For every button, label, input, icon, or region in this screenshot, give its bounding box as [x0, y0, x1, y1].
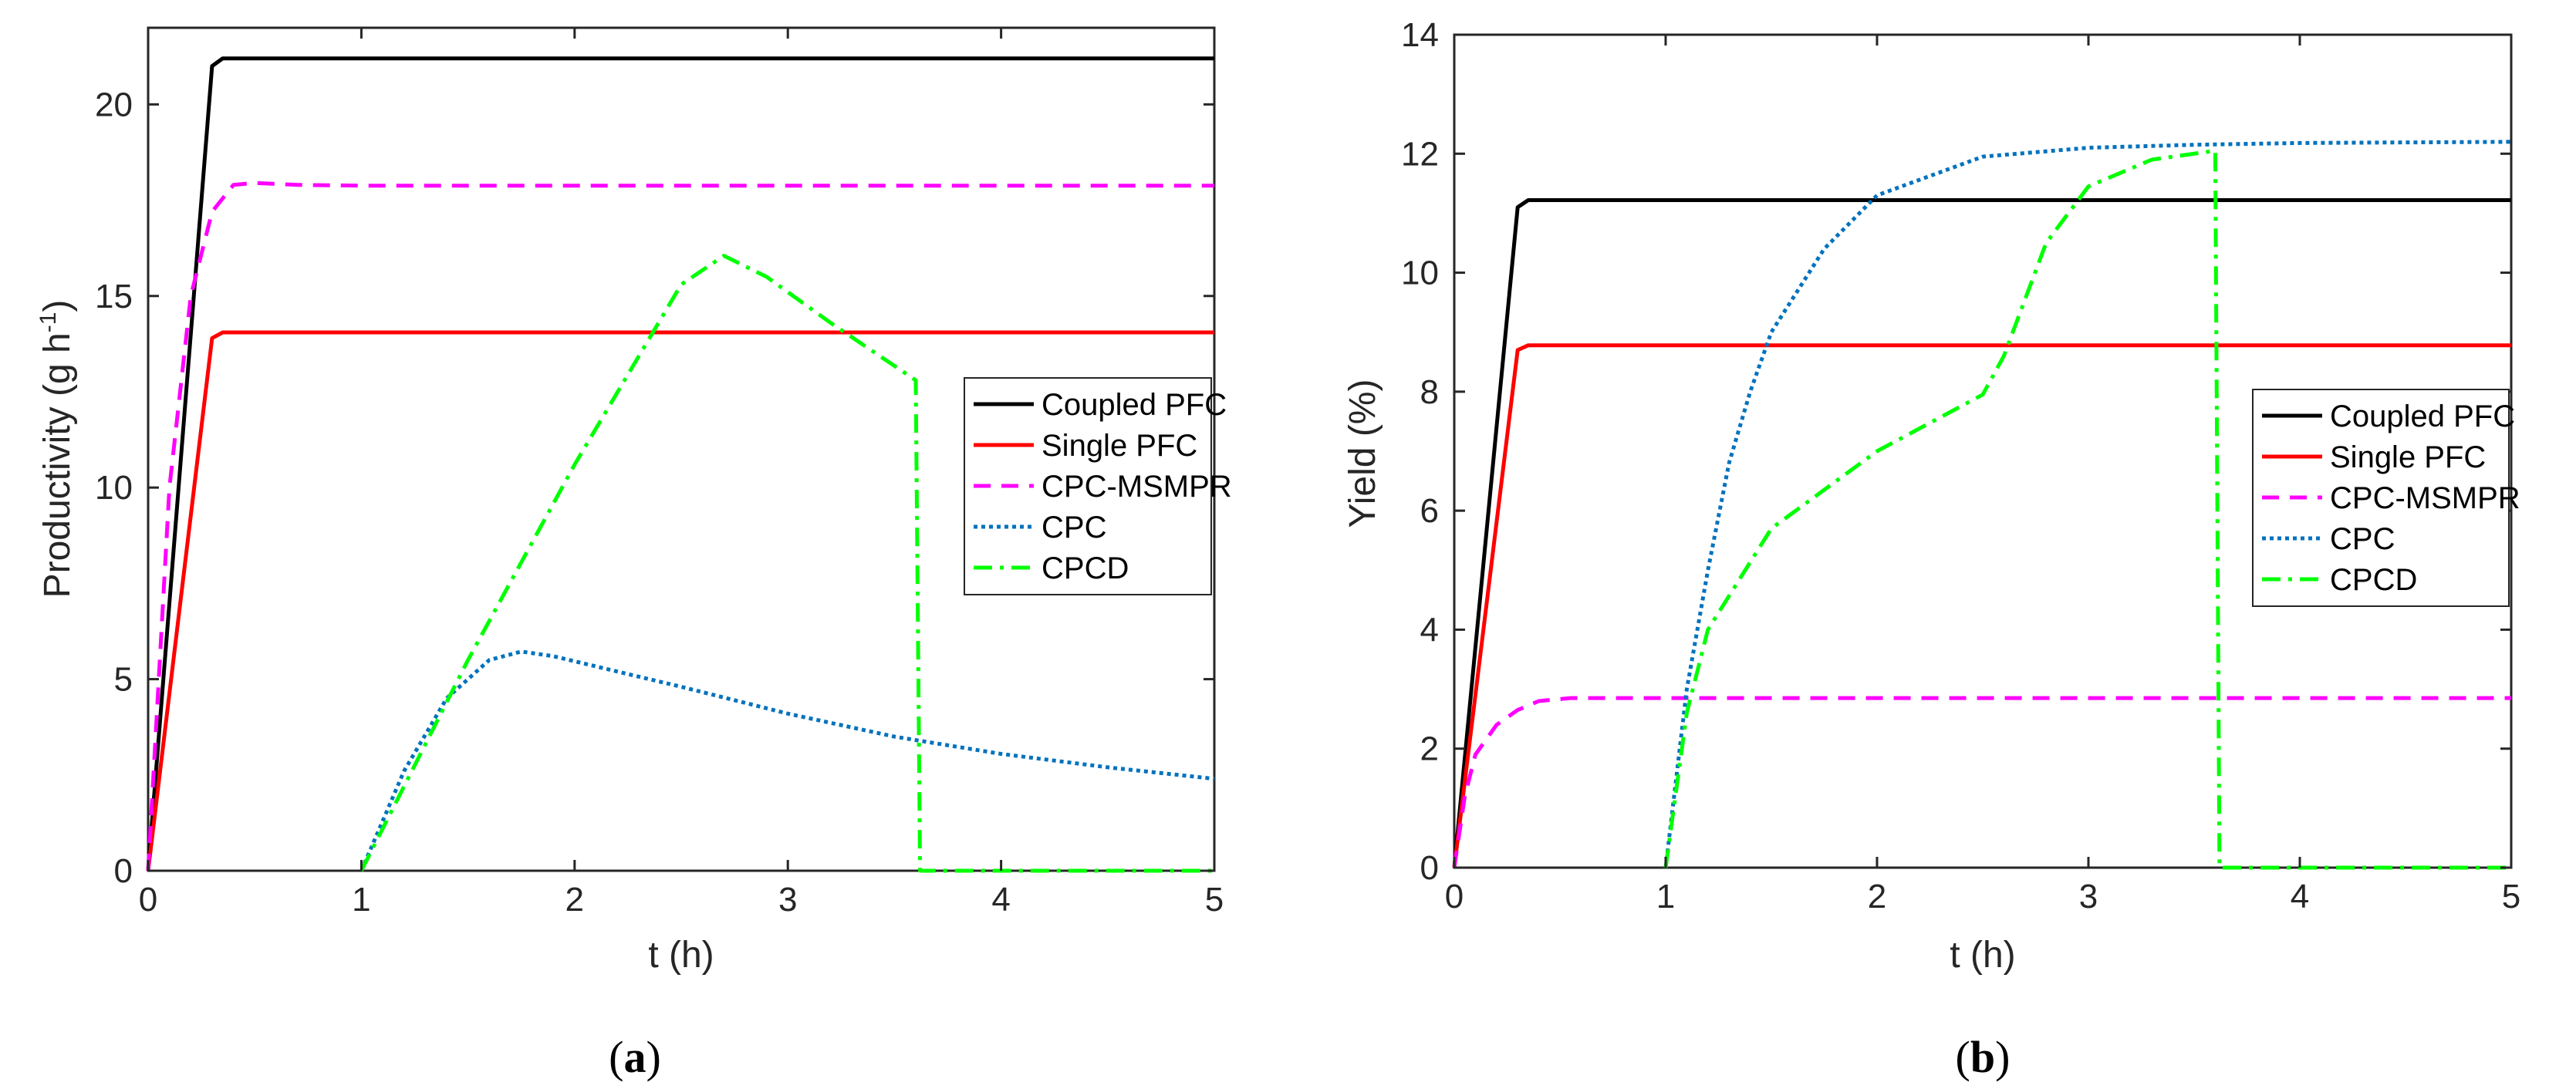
x-axis-label-b: t (h) [1950, 935, 2015, 976]
x-tick-label: 1 [352, 881, 370, 919]
y-tick-label: 4 [1420, 611, 1439, 649]
series-line-cpcd-b [1663, 148, 2511, 870]
series-line-single-pfc-a [146, 330, 1214, 872]
y-tick-label: 15 [95, 278, 133, 315]
legend-entry: Single PFC [1042, 429, 1197, 463]
legend-a: Coupled PFC Single PFC CPC-MSMPR CPC CPCD [964, 377, 1232, 595]
y-tick-label: 0 [114, 852, 133, 890]
x-tick-label: 1 [1656, 878, 1675, 915]
x-tick-label: 0 [139, 881, 157, 919]
legend-entry: CPC [1042, 511, 1106, 544]
series-line-cpc-msmpr-b [1452, 696, 2511, 868]
caption-a: (a) [609, 1032, 661, 1082]
y-tick-label: 10 [95, 469, 133, 507]
series-line-cpc-a [360, 649, 1215, 872]
x-tick-label: 4 [2291, 878, 2309, 915]
legend-entry: CPCD [1042, 551, 1129, 585]
y-tick-label: 12 [1401, 135, 1439, 173]
y-tick-label: 8 [1420, 373, 1439, 411]
y-axis-label-a: Productivity (g h-1) [35, 300, 78, 598]
legend-entry: Single PFC [2330, 440, 2486, 474]
y-tick-label: 5 [114, 661, 133, 699]
legend-b: Coupled PFC Single PFC CPC-MSMPR CPC CPCD [2252, 389, 2520, 607]
legend-entry: CPC [2330, 522, 2395, 556]
x-tick-label: 3 [778, 881, 797, 919]
x-tick-label: 0 [1445, 878, 1464, 915]
chart-panel-a: 0 1 2 3 4 5 0 5 10 15 20 t (h) Productivity (g h-1… [35, 26, 1232, 1082]
series-line-cpc-msmpr-a [146, 180, 1214, 872]
series-line-single-pfc-b [1452, 343, 2511, 868]
x-axis-label-a: t (h) [648, 935, 714, 976]
legend-entry: CPC-MSMPR [2330, 481, 2520, 515]
y-axis-label-b: Yield (%) [1342, 379, 1383, 528]
y-tick-label: 20 [95, 86, 133, 123]
x-tick-label: 2 [566, 881, 584, 919]
y-tick-label: 14 [1401, 16, 1439, 54]
legend-entry: CPCD [2330, 563, 2417, 597]
x-tick-label: 5 [2502, 878, 2520, 915]
series-line-coupled-pfc-b [1452, 198, 2511, 868]
x-tick-label: 4 [991, 881, 1010, 919]
x-tick-label: 3 [2079, 878, 2098, 915]
series-line-coupled-pfc-a [146, 56, 1214, 872]
x-tick-label: 2 [1868, 878, 1886, 915]
legend-entry: CPC-MSMPR [1042, 470, 1232, 504]
series-line-cpcd-a [360, 254, 1214, 873]
y-tick-label: 10 [1401, 255, 1439, 292]
caption-b: (b) [1956, 1032, 2010, 1082]
x-tick-label: 5 [1205, 881, 1224, 919]
legend-entry: Coupled PFC [2330, 400, 2515, 433]
y-tick-label: 2 [1420, 730, 1439, 768]
legend-entry: Coupled PFC [1042, 388, 1227, 422]
y-tick-label: 0 [1420, 849, 1439, 887]
y-tick-label: 6 [1420, 492, 1439, 530]
